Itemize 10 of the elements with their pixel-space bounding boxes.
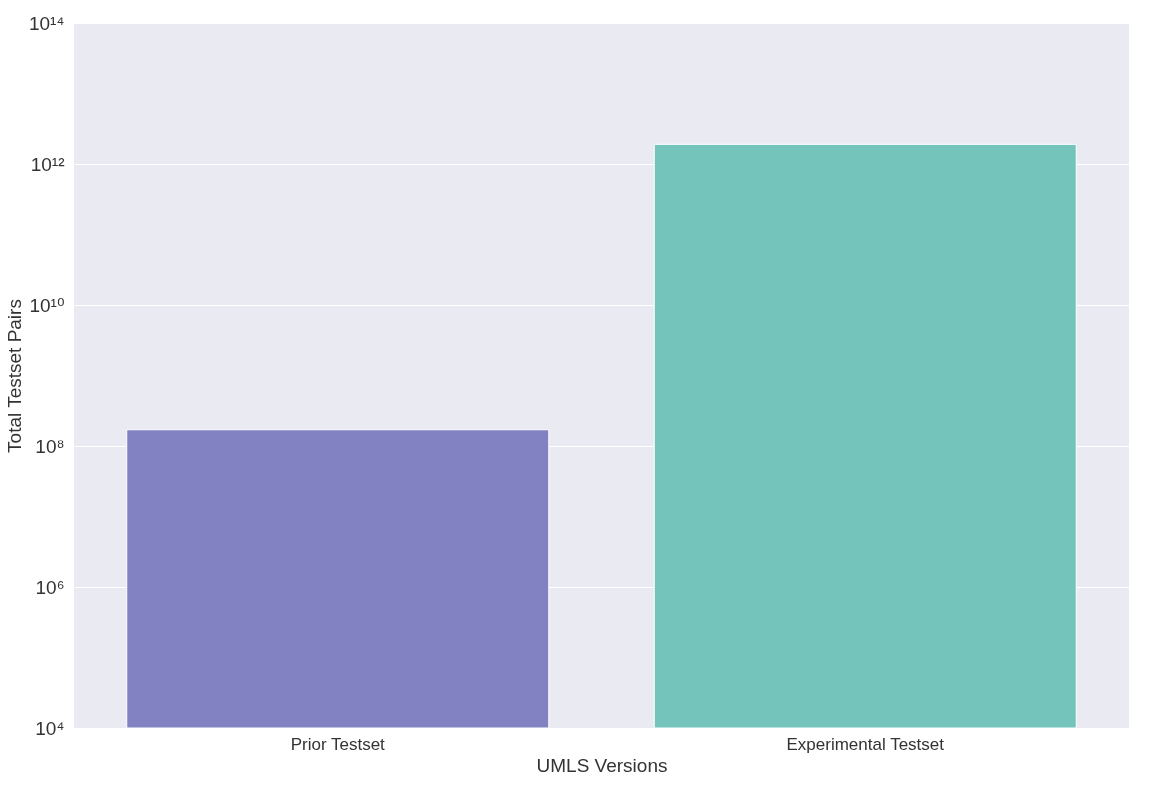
y-axis-title: Total Testset Pairs [3, 299, 25, 453]
y-tick-label: 10⁶ [35, 576, 65, 598]
y-tick-label: 10¹² [30, 153, 65, 175]
x-tick-label: Experimental Testset [786, 734, 945, 754]
x-axis-title: UMLS Versions [536, 754, 668, 776]
x-tick-label: Prior Testset [290, 734, 386, 754]
y-tick-label: 10⁴ [35, 717, 65, 739]
y-tick-label: 10⁸ [35, 435, 65, 457]
y-tick-label: 10¹⁴ [28, 12, 65, 34]
y-tick-label: 10¹⁰ [29, 294, 65, 316]
